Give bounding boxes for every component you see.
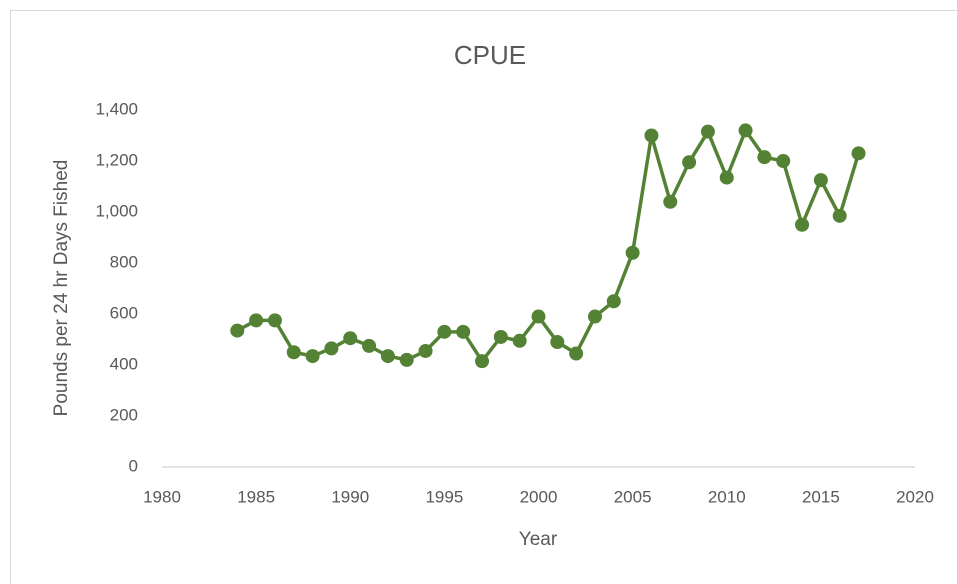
data-point xyxy=(644,128,659,143)
x-tick-label: 2015 xyxy=(802,487,840,506)
y-tick-label: 600 xyxy=(110,303,138,322)
data-point xyxy=(380,349,395,364)
x-tick-label: 2005 xyxy=(614,487,652,506)
data-point xyxy=(700,124,715,139)
data-point xyxy=(399,352,414,367)
y-tick-label: 1,400 xyxy=(95,99,138,118)
data-point xyxy=(249,313,264,328)
data-point xyxy=(682,155,697,170)
x-tick-label: 2010 xyxy=(708,487,746,506)
data-point xyxy=(286,345,301,360)
data-point xyxy=(531,309,546,324)
data-point xyxy=(738,123,753,138)
data-point xyxy=(418,343,433,358)
data-point xyxy=(305,349,320,364)
data-point xyxy=(625,245,640,260)
data-point xyxy=(663,194,678,209)
y-tick-label: 1,200 xyxy=(95,150,138,169)
data-point xyxy=(475,354,490,369)
y-axis-label: Pounds per 24 hr Days Fished xyxy=(51,160,72,417)
data-point xyxy=(437,324,452,339)
chart-title: CPUE xyxy=(454,40,526,70)
data-point xyxy=(776,154,791,168)
x-tick-label: 1985 xyxy=(237,487,275,506)
data-point xyxy=(719,170,734,185)
data-point xyxy=(456,324,471,339)
data-point xyxy=(343,331,358,346)
x-tick-label: 2000 xyxy=(520,487,558,506)
chart-frame xyxy=(10,10,957,584)
data-point xyxy=(267,313,282,328)
x-tick-label: 1990 xyxy=(331,487,369,506)
data-point xyxy=(493,329,508,344)
y-tick-label: 200 xyxy=(110,405,138,424)
data-point xyxy=(587,309,602,324)
data-point xyxy=(851,146,866,161)
data-point xyxy=(795,217,810,232)
data-point xyxy=(512,333,527,348)
data-point xyxy=(757,150,772,165)
data-point xyxy=(813,173,828,188)
y-tick-label: 800 xyxy=(110,252,138,271)
data-line xyxy=(236,128,861,363)
data-point xyxy=(832,208,847,223)
data-point xyxy=(550,335,565,350)
data-point xyxy=(606,294,621,309)
x-tick-label: 1980 xyxy=(143,487,181,506)
y-tick-label: 1,000 xyxy=(95,201,138,220)
data-point xyxy=(230,323,245,338)
y-tick-label: 0 xyxy=(129,456,138,475)
x-axis-label: Year xyxy=(519,529,558,550)
x-tick-label: 2020 xyxy=(896,487,934,506)
y-tick-label: 400 xyxy=(110,354,138,373)
data-point xyxy=(569,346,584,361)
data-point xyxy=(324,341,339,356)
data-point xyxy=(362,338,377,353)
x-tick-label: 1995 xyxy=(425,487,463,506)
